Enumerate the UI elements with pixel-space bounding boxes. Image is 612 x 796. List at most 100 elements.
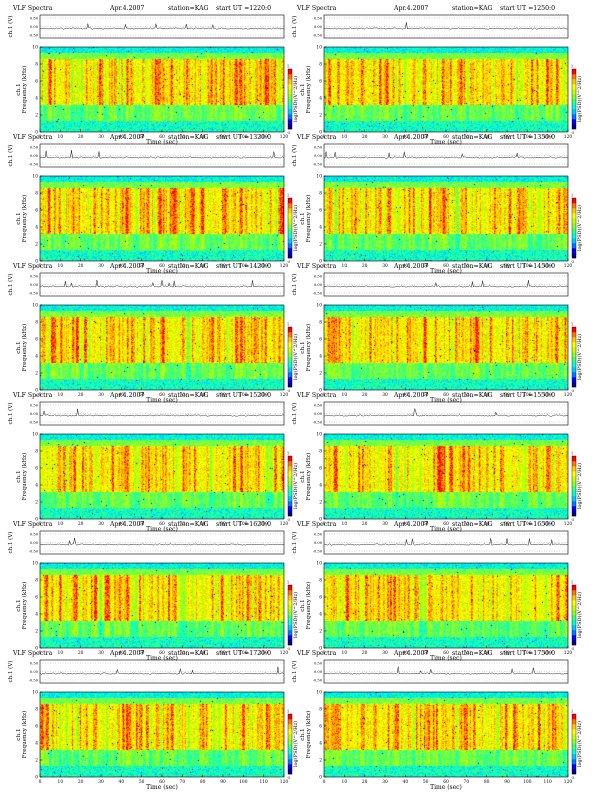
x-tick-label: 100 — [239, 651, 248, 656]
colorbar-swatch — [288, 749, 292, 755]
colorbar-frame — [287, 197, 293, 259]
y-tick-label: 10 — [316, 304, 322, 309]
colorbar-swatch — [288, 769, 292, 775]
panel-title: VLF Spectra — [296, 650, 337, 657]
panel-station: station=KAG — [168, 5, 209, 12]
x-axis-label: Time (sec) — [146, 655, 178, 662]
trace-tick-label: 0.50 — [314, 404, 323, 408]
x-tick-label: 120 — [280, 651, 289, 656]
colorbar-swatch — [288, 719, 292, 725]
trace-tick-label: 0.50 — [314, 275, 323, 279]
x-tick-label: 40 — [119, 393, 125, 398]
trace-tick-label: 0.00 — [314, 25, 323, 29]
trace-waveform — [39, 150, 285, 159]
colorbar-max-label: 1 — [571, 452, 573, 456]
trace-axis-label: ch.1 (V) — [7, 532, 14, 554]
colorbar-label: log(PSD)(V^2/Hz) — [576, 721, 583, 767]
panel-station: station=KAG — [168, 263, 209, 270]
colorbar-swatch — [288, 605, 292, 611]
x-tick-label: 20 — [362, 135, 368, 140]
y-tick-label: 6 — [35, 209, 38, 214]
spectrogram-image — [40, 434, 284, 519]
colorbar-swatch — [288, 630, 292, 636]
y-tick-label: 2 — [319, 630, 322, 635]
panel-date: Apr.4.2007 — [393, 650, 428, 657]
y-tick-label: 10 — [316, 433, 322, 438]
colorbar-swatch — [572, 461, 576, 467]
colorbar-swatch — [288, 506, 292, 512]
colorbar-swatch — [288, 248, 292, 254]
x-tick-label: 70 — [464, 135, 470, 140]
y-tick-label: 2 — [35, 759, 38, 764]
colorbar-min-label: -5 — [571, 389, 574, 393]
colorbar-frame — [571, 326, 577, 388]
colorbar-swatch — [572, 476, 576, 482]
colorbar-swatch — [288, 104, 292, 110]
trace-tick-label: -0.50 — [29, 550, 39, 554]
colorbar-label: log(PSD)(V^2/Hz) — [576, 76, 583, 122]
y-axis-channel-label: ch.1 — [300, 599, 306, 612]
x-tick-label: 40 — [119, 651, 125, 656]
panel-date: Apr.4.2007 — [393, 134, 428, 141]
y-axis-label: Frequency (kHz) — [21, 66, 28, 114]
colorbar-swatch — [288, 481, 292, 487]
x-tick-label: 50 — [423, 264, 429, 269]
x-axis-label: Time (sec) — [146, 397, 178, 404]
y-tick-label: 0 — [35, 389, 38, 394]
x-tick-label: 70 — [464, 264, 470, 269]
colorbar-label: log(PSD)(V^2/Hz) — [292, 463, 299, 509]
panel-date: Apr.4.2007 — [393, 521, 428, 528]
x-tick-label: 110 — [543, 651, 552, 656]
colorbar-swatch — [288, 511, 292, 517]
colorbar-swatch — [288, 640, 292, 646]
y-tick-label: 0 — [319, 131, 322, 136]
x-tick-label: 80 — [484, 264, 490, 269]
colorbar-swatch — [572, 337, 576, 343]
colorbar-swatch — [572, 635, 576, 641]
x-tick-label: 10 — [342, 135, 348, 140]
trace-frame — [39, 143, 285, 168]
trace-frame — [323, 272, 569, 297]
colorbar-swatch — [572, 377, 576, 383]
spectrogram-panel: VLF Spectra Apr.4.2007 station=KAG start UT… — [7, 392, 299, 533]
y-tick-label: 4 — [35, 97, 38, 102]
y-tick-label: 6 — [319, 596, 322, 601]
panel-start-time: start UT =1220:0 — [216, 5, 271, 12]
colorbar-swatch — [288, 466, 292, 472]
spectrogram-image — [324, 563, 568, 648]
colorbar-swatch — [572, 456, 576, 462]
y-tick-label: 2 — [35, 501, 38, 506]
panel-title: VLF Spectra — [296, 392, 337, 399]
colorbar-swatch — [572, 342, 576, 348]
colorbar-swatch — [288, 327, 292, 333]
panel-date: Apr.4.2007 — [109, 392, 144, 399]
x-tick-label: 0 — [39, 393, 42, 398]
panel-start-time: start UT =1450:0 — [500, 263, 555, 270]
colorbar-label: log(PSD)(V^2/Hz) — [576, 205, 583, 251]
y-axis-label: Frequency (kHz) — [21, 582, 28, 630]
colorbar-max-label: 1 — [287, 194, 289, 198]
trace-waveform — [39, 279, 285, 288]
colorbar-swatch — [572, 79, 576, 85]
colorbar-swatch — [288, 615, 292, 621]
colorbar-swatch — [572, 501, 576, 507]
x-tick-label: 100 — [239, 522, 248, 527]
trace-tick-label: 0.50 — [30, 17, 39, 21]
x-tick-label: 60 — [443, 780, 449, 785]
colorbar-swatch — [572, 600, 576, 606]
colorbar-swatch — [572, 630, 576, 636]
colorbar-swatch — [572, 119, 576, 125]
trace-axis-label: ch.1 (V) — [7, 145, 14, 167]
x-tick-label: 100 — [239, 135, 248, 140]
panel-start-time: start UT =1250:0 — [500, 5, 555, 12]
x-tick-label: 50 — [423, 522, 429, 527]
colorbar-frame — [571, 455, 577, 517]
colorbar-swatch — [572, 754, 576, 760]
colorbar-swatch — [288, 203, 292, 209]
panel-start-time: start UT =1620:0 — [216, 521, 271, 528]
x-tick-label: 80 — [200, 651, 206, 656]
colorbar-swatch — [572, 764, 576, 770]
x-tick-label: 80 — [200, 393, 206, 398]
x-tick-label: 120 — [280, 780, 289, 785]
